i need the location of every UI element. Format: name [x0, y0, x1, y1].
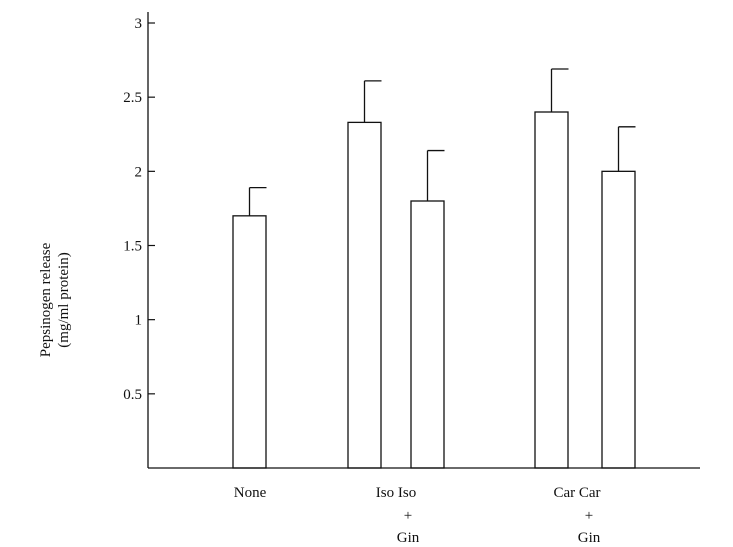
category-label: Iso Iso + Gin: [376, 485, 420, 546]
y-tick-label: 0.5: [123, 387, 142, 403]
category-label: None: [234, 485, 267, 501]
y-axis: 0.5 1 1.5 2 2.5 3: [123, 12, 155, 468]
x-axis: None Iso Iso + Gin Car Car + Gin: [148, 467, 700, 546]
bar: [534, 111, 569, 469]
bars: [232, 68, 636, 469]
bar: [347, 121, 382, 469]
y-tick-label: 1: [135, 313, 143, 329]
y-axis-label: Pepsinogen release (mg/ml protein): [38, 242, 72, 357]
bar: [601, 170, 636, 469]
y-tick-label: 3: [135, 16, 143, 32]
bar: [410, 200, 445, 469]
y-tick-label: 2.5: [123, 90, 142, 106]
y-tick-label: 1.5: [123, 239, 142, 255]
category-label: Car Car + Gin: [553, 485, 600, 546]
bar: [232, 215, 267, 469]
y-tick-label: 2: [135, 164, 143, 180]
